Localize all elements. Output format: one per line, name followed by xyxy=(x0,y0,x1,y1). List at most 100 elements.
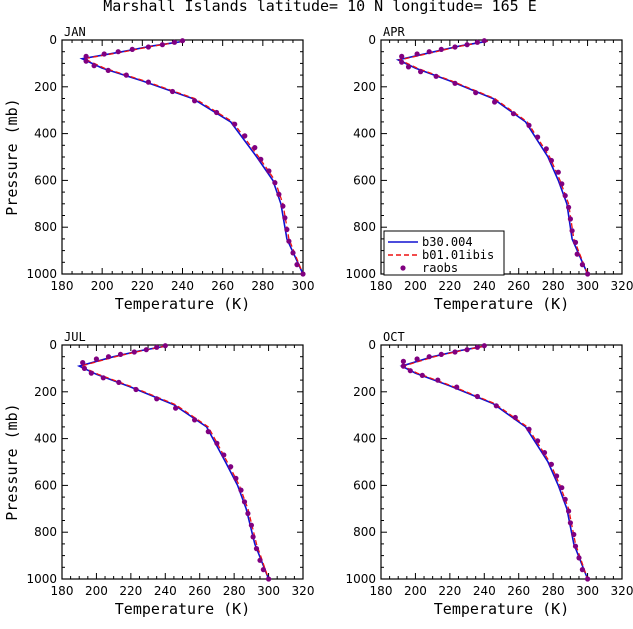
y-tick-label: 1000 xyxy=(26,267,57,281)
raobs-point xyxy=(585,576,591,582)
x-tick-label: 200 xyxy=(85,584,108,598)
x-tick-label: 320 xyxy=(292,584,315,598)
raobs-point xyxy=(474,393,480,400)
raobs-point xyxy=(81,365,87,371)
raobs-point xyxy=(290,250,296,256)
x-axis-label: Temperature (K) xyxy=(434,600,569,618)
raobs-point xyxy=(433,73,439,79)
raobs-point xyxy=(426,49,432,55)
raobs-point xyxy=(245,510,251,517)
figure-title: Marshall Islands latitude= 10 N longitud… xyxy=(103,0,536,15)
raobs-point xyxy=(192,98,198,104)
x-tick-label: 300 xyxy=(257,584,280,598)
y-tick-label: 200 xyxy=(353,385,376,399)
raobs-point xyxy=(559,485,565,491)
raobs-point xyxy=(535,438,541,444)
y-tick-label: 200 xyxy=(353,80,376,94)
raobs-point xyxy=(474,344,480,350)
raobs-point xyxy=(579,567,586,573)
y-tick-label: 1000 xyxy=(345,267,376,281)
x-tick-label: 300 xyxy=(576,279,599,293)
legend-label: b01.01ibis xyxy=(422,248,494,262)
raobs-point xyxy=(559,181,565,187)
raobs-point xyxy=(554,473,560,479)
raobs-point xyxy=(572,239,579,245)
raobs-point xyxy=(543,146,549,152)
x-tick-label: 260 xyxy=(211,279,234,293)
raobs-point xyxy=(414,356,420,362)
raobs-point xyxy=(115,49,121,55)
y-tick-label: 600 xyxy=(353,173,376,187)
raobs-point xyxy=(574,251,580,257)
raobs-point xyxy=(169,88,176,95)
raobs-point xyxy=(481,343,487,349)
raobs-point xyxy=(464,347,470,353)
raobs-point xyxy=(105,67,111,73)
panel-month-label: OCT xyxy=(383,330,405,344)
raobs-point xyxy=(464,42,470,48)
series-line-b01 xyxy=(401,345,589,580)
raobs-point xyxy=(242,133,248,139)
y-tick-label: 800 xyxy=(34,525,57,539)
raobs-point xyxy=(253,546,260,552)
x-tick-label: 220 xyxy=(119,584,142,598)
series-line-b01 xyxy=(81,40,304,275)
x-tick-label: 260 xyxy=(188,584,211,598)
series-line-b01 xyxy=(79,345,270,580)
raobs-point xyxy=(399,59,405,65)
raobs-point xyxy=(418,69,424,75)
raobs-point xyxy=(88,370,94,376)
raobs-point xyxy=(214,109,220,116)
raobs-point xyxy=(493,403,499,409)
panel-month-label: JAN xyxy=(64,25,86,39)
x-tick-label: 200 xyxy=(91,279,114,293)
raobs-point xyxy=(173,405,179,411)
legend-label: raobs xyxy=(422,261,458,275)
raobs-point xyxy=(572,543,579,549)
x-tick-label: 280 xyxy=(542,279,565,293)
raobs-point xyxy=(535,134,541,140)
raobs-point xyxy=(145,44,151,50)
raobs-point xyxy=(241,499,248,505)
y-tick-label: 200 xyxy=(34,80,57,94)
raobs-point xyxy=(258,156,264,162)
raobs-point xyxy=(116,379,122,385)
series-line-b30 xyxy=(79,40,304,275)
x-tick-label: 180 xyxy=(370,279,393,293)
raobs-point xyxy=(228,464,234,470)
raobs-point xyxy=(154,344,160,350)
y-tick-label: 0 xyxy=(368,33,376,47)
x-axis-label: Temperature (K) xyxy=(115,600,250,618)
series-line-b01 xyxy=(397,40,589,275)
x-tick-label: 280 xyxy=(223,584,246,598)
raobs-point xyxy=(407,368,413,374)
raobs-point xyxy=(555,169,561,175)
raobs-point xyxy=(576,555,582,561)
raobs-point xyxy=(567,520,574,526)
raobs-point xyxy=(566,508,572,514)
panel-month-label: JUL xyxy=(64,330,86,344)
y-tick-label: 0 xyxy=(49,338,57,352)
y-tick-label: 800 xyxy=(34,220,57,234)
series-line-b30 xyxy=(395,40,589,275)
x-tick-label: 280 xyxy=(542,584,565,598)
y-tick-label: 400 xyxy=(353,432,376,446)
raobs-point xyxy=(248,522,254,528)
y-tick-label: 200 xyxy=(34,385,57,399)
raobs-point xyxy=(473,90,479,96)
raobs-point xyxy=(585,271,591,277)
raobs-point xyxy=(260,567,266,573)
raobs-point xyxy=(123,72,129,78)
raobs-point xyxy=(426,354,432,360)
raobs-point xyxy=(548,461,555,467)
raobs-point xyxy=(284,226,290,233)
raobs-point xyxy=(276,191,282,197)
x-tick-label: 200 xyxy=(404,584,427,598)
raobs-point xyxy=(93,356,99,362)
raobs-point xyxy=(510,111,517,117)
raobs-point xyxy=(221,452,227,458)
raobs-point xyxy=(562,193,568,199)
y-tick-label: 600 xyxy=(34,478,57,492)
series-line-b30 xyxy=(76,345,270,580)
y-tick-label: 1000 xyxy=(345,572,376,586)
